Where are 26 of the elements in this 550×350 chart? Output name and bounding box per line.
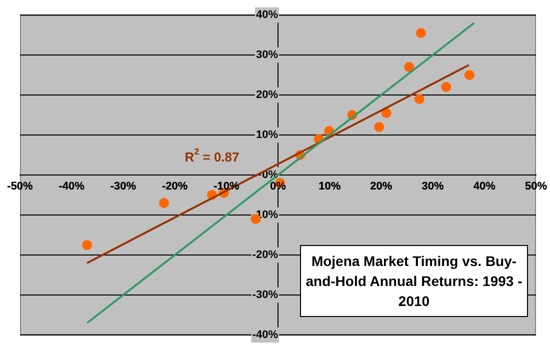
point (416, 28, 426, 38)
x-tick-label: -30% (110, 180, 136, 193)
text: Mojena Market Timing vs. Buy-and-Hold Annual Returns: 1993 - 2010 (300, 245, 528, 317)
point (82, 240, 92, 250)
y-tick-label: -20% (252, 249, 278, 262)
x-tick-label: 30% (422, 180, 444, 193)
y-tick-label: 10% (256, 129, 278, 142)
y-tick-label: 30% (256, 49, 278, 62)
x-tick-label: 20% (370, 180, 392, 193)
point (404, 62, 414, 72)
x-tick-label: -20% (162, 180, 188, 193)
x-tick-label: -50% (7, 180, 34, 193)
point (441, 82, 452, 92)
point (381, 108, 392, 118)
x-tick-label: 10% (318, 180, 341, 193)
point (158, 198, 169, 208)
x-tick-label: -40% (58, 180, 85, 193)
y-tick-label: -30% (252, 289, 278, 302)
y-tick-label: 20% (256, 89, 278, 102)
point (374, 122, 384, 132)
x-tick-label: 50% (524, 180, 548, 193)
y-tick-label: 40% (256, 9, 278, 22)
point (414, 94, 424, 104)
x-tick-label: 40% (473, 180, 496, 193)
point (464, 70, 474, 80)
y-tick-label: -40% (252, 329, 278, 342)
